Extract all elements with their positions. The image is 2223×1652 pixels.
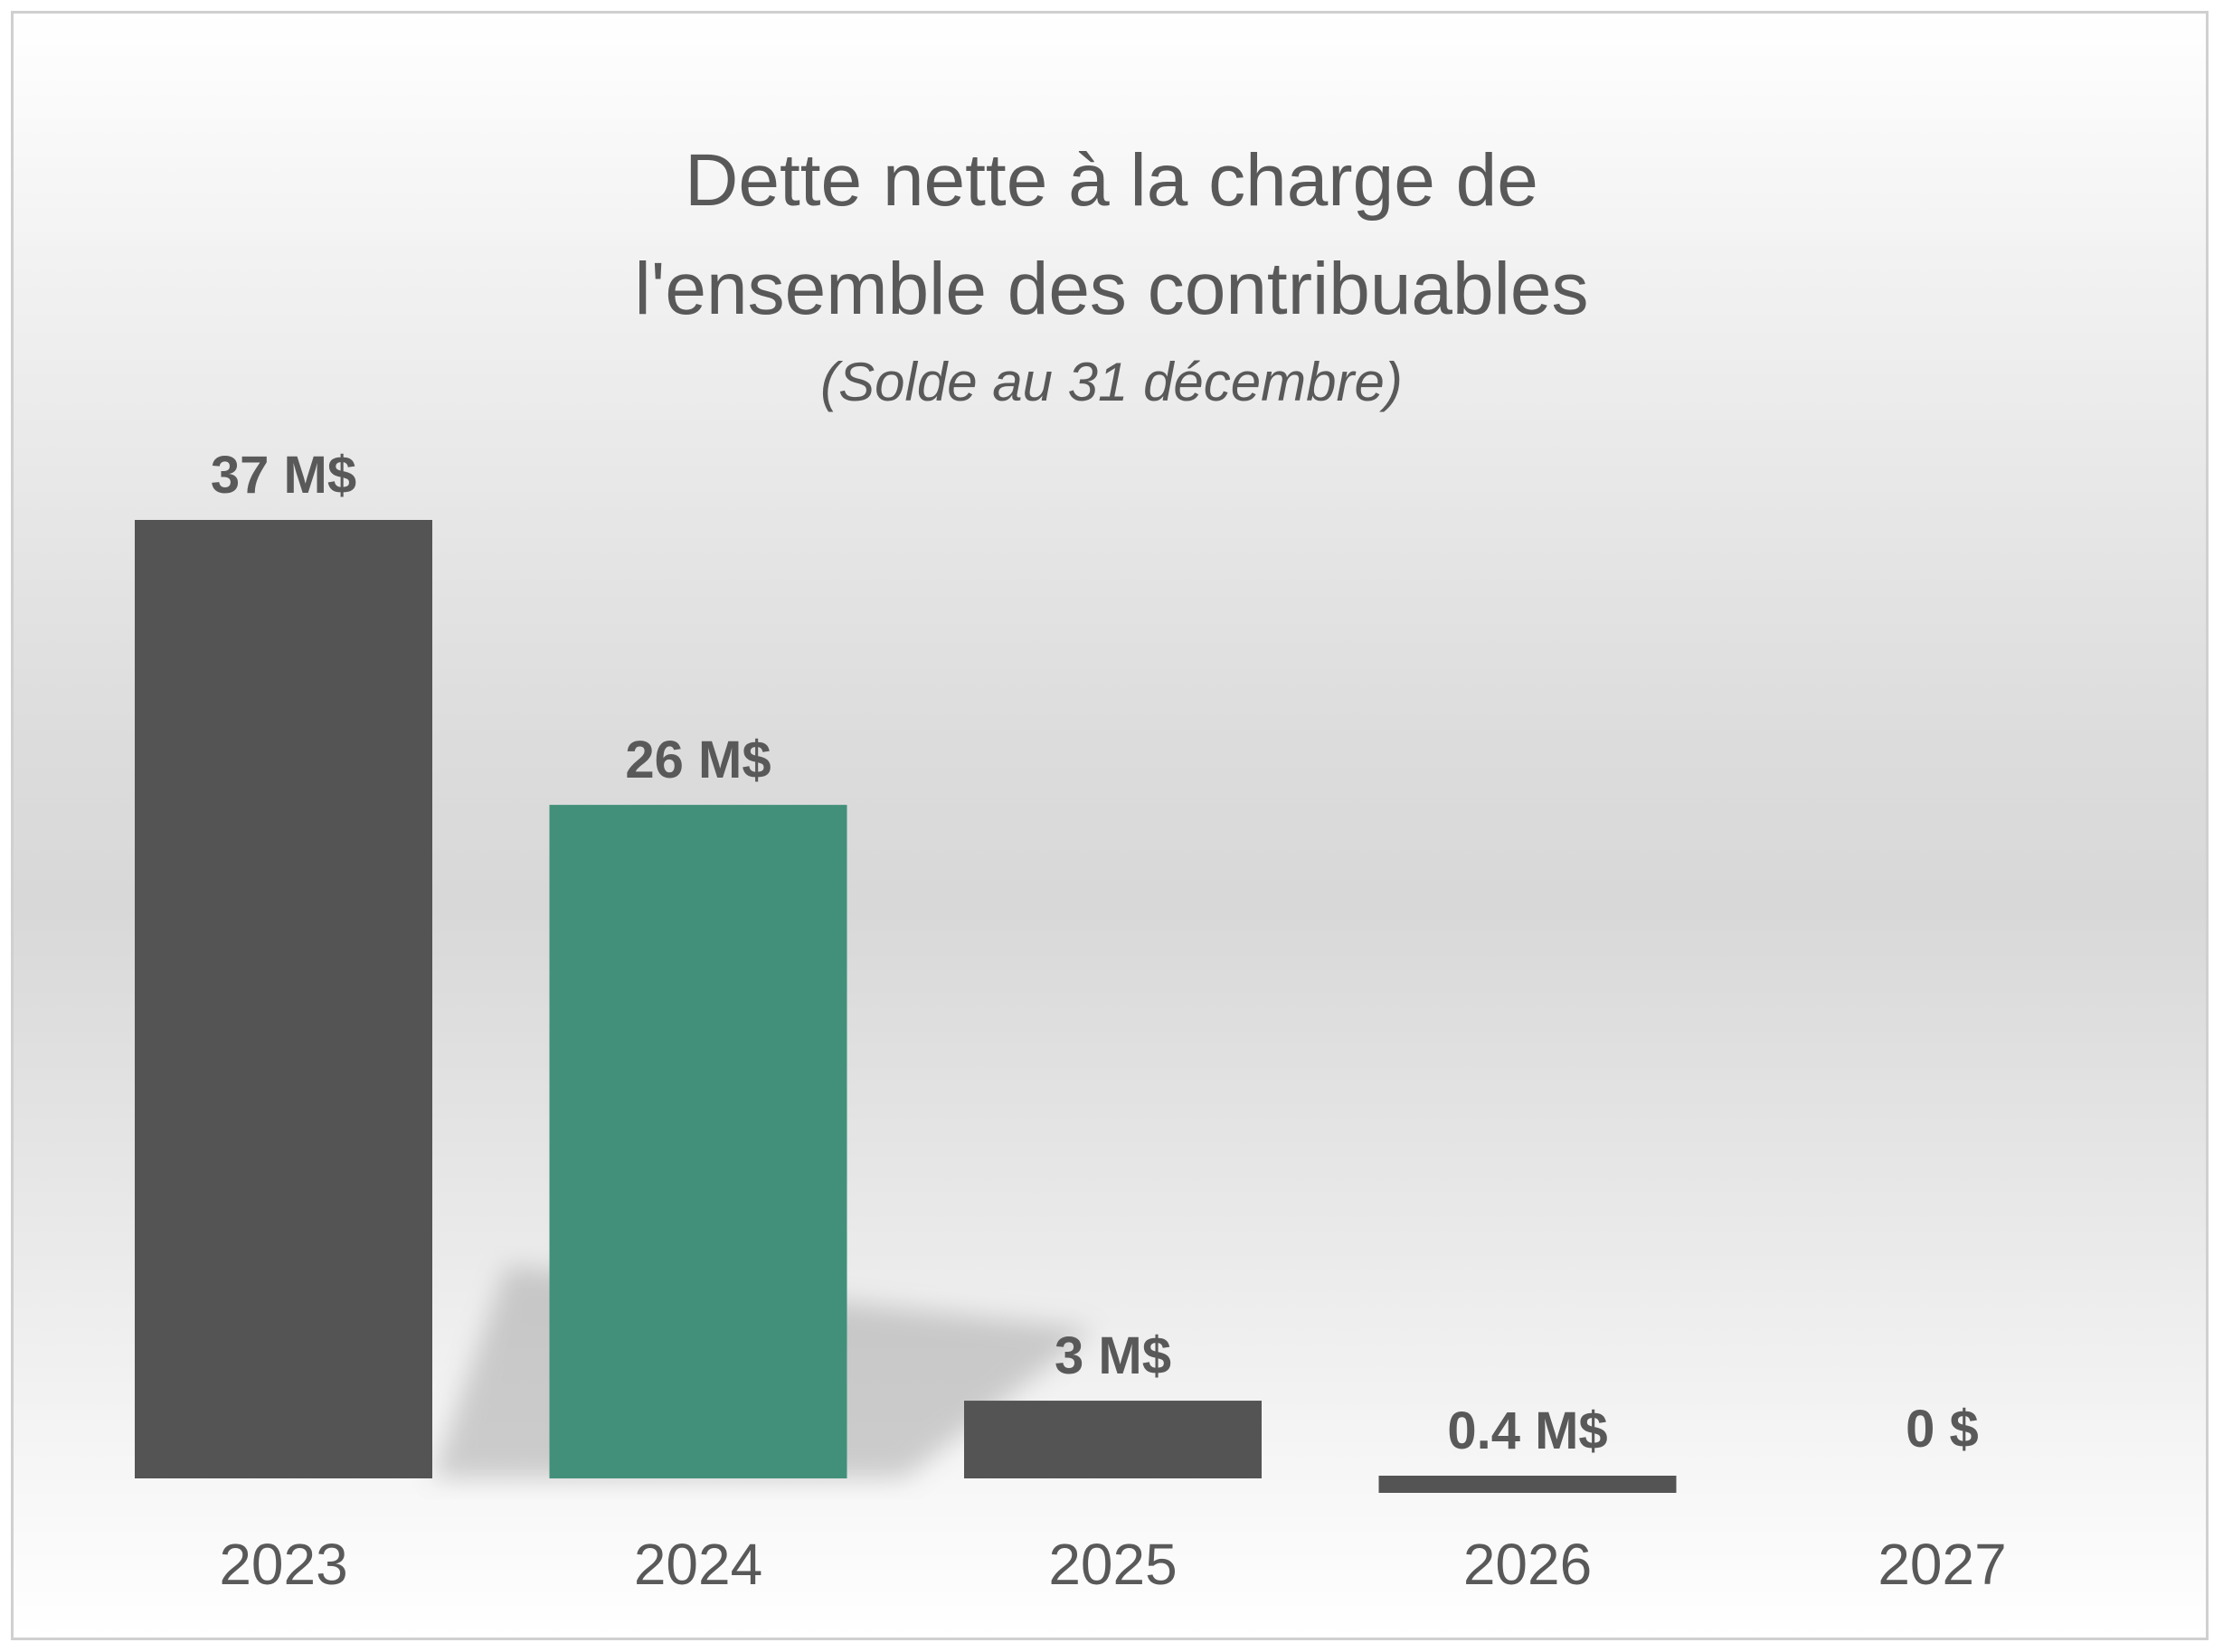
bar-2023 [135, 520, 432, 1478]
data-label-2023: 37 M$ [211, 446, 356, 505]
chart-title: Dette nette à la charge de l'ensemble de… [0, 127, 2223, 344]
x-tick-label-2023: 2023 [219, 1532, 347, 1597]
data-label-2027: 0 $ [1906, 1400, 1979, 1458]
data-label-2026: 0.4 M$ [1447, 1402, 1607, 1460]
x-tick-label-2024: 2024 [634, 1532, 762, 1597]
chart-subtitle: (Solde au 31 décembre) [820, 352, 1403, 412]
data-label-2024: 26 M$ [625, 731, 771, 789]
bar-2025 [964, 1401, 1262, 1478]
bar-2024 [549, 805, 847, 1478]
bar-2026 [1378, 1476, 1677, 1493]
x-tick-label-2025: 2025 [1048, 1532, 1177, 1597]
chart-title-line2: l'ensemble des contribuables [634, 248, 1589, 330]
x-tick-label-2027: 2027 [1878, 1532, 2006, 1597]
chart-title-line1: Dette nette à la charge de [685, 139, 1538, 222]
x-tick-label-2026: 2026 [1463, 1532, 1592, 1597]
data-label-2025: 3 M$ [1055, 1326, 1171, 1385]
